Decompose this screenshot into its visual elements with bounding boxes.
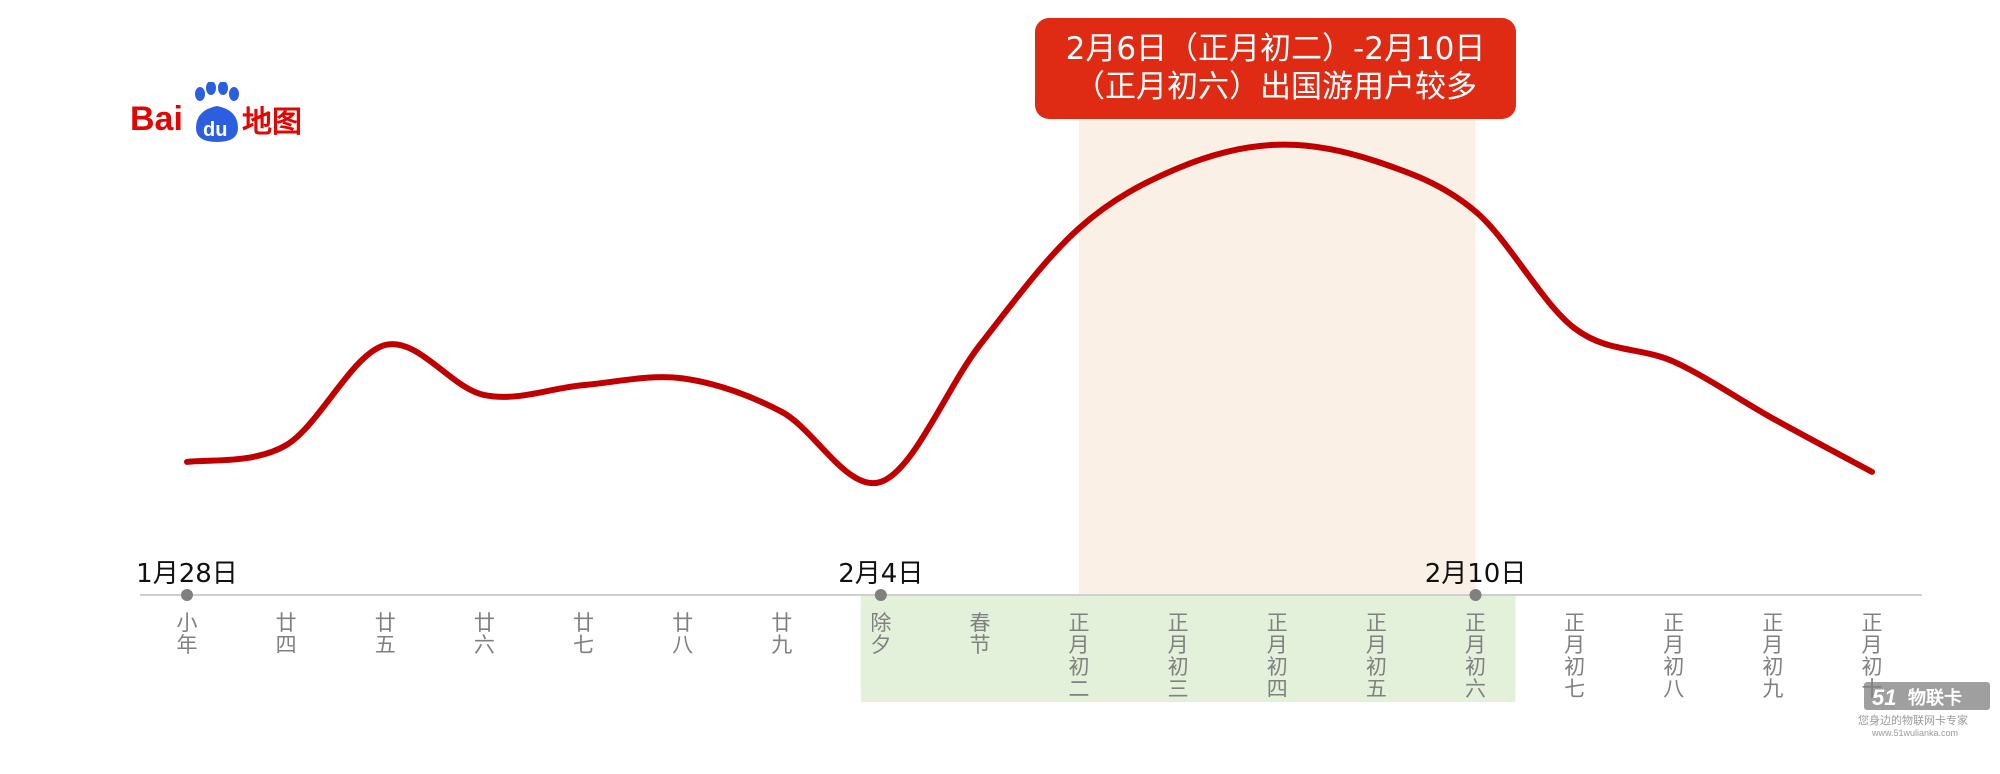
callout-line-2: （正月初六）出国游用户较多 [1074,69,1477,105]
date-marker-label: 1月28日 [136,559,238,589]
watermark-badge: 51 [1872,685,1896,710]
x-tick-label: 正月初六 [1465,611,1486,701]
x-tick-label: 正月初四 [1267,611,1288,701]
x-tick-label: 廿七 [573,611,594,657]
highlight-callout: 2月6日（正月初二）-2月10日 （正月初六）出国游用户较多 [1035,18,1516,119]
watermark: 51 物联卡 您身边的物联网卡专家 www.51wulianka.com [1858,678,2000,738]
logo-brand: Bai [130,100,183,138]
watermark-url: www.51wulianka.com [1871,728,1958,738]
x-tick-label: 廿六 [474,611,495,657]
baidu-map-logo: Bai du 地图 [130,81,330,148]
x-tick-label: 正月初七 [1564,611,1585,701]
logo-suffix: 地图 [242,105,302,140]
watermark-name: 物联卡 [1908,687,1962,709]
x-tick-label: 廿四 [276,611,297,657]
x-tick-label: 小年 [177,611,198,657]
x-tick-label: 廿五 [375,611,396,657]
date-marker-dot [181,589,193,601]
series-line [184,141,1875,487]
x-tick-label: 正月初八 [1663,611,1684,701]
x-tick-labels: 小年 廿四 廿五 廿六 廿七 廿八 廿九 除夕 春节 正月初二 正月初三 正月初四 正月初五 正月初六 正月… [177,611,1883,701]
x-tick-label: 春节 [969,611,990,657]
x-tick-label: 廿八 [672,611,693,657]
paw-icon [195,81,239,142]
x-tick-label: 正月初三 [1168,611,1189,701]
highlight-band [1079,120,1476,595]
watermark-slogan: 您身边的物联网卡专家 [1858,713,1968,727]
logo-badge: du [203,119,227,141]
x-tick-label: 除夕 [870,611,891,657]
x-tick-label: 正月初九 [1762,611,1783,701]
date-marker-label: 2月10日 [1425,559,1527,589]
date-marker-dot [874,589,887,601]
date-marker-label: 2月4日 [838,559,923,589]
date-markers: 1月28日 2月4日 2月10日 [136,559,1526,601]
x-tick-label: 正月初五 [1366,611,1387,701]
chart-bands [860,120,1516,702]
date-marker-dot [1469,589,1482,601]
x-tick-label: 廿九 [771,611,792,657]
callout-line-1: 2月6日（正月初二）-2月10日 [1065,31,1486,67]
holiday-band [860,595,1516,702]
x-tick-label: 正月初二 [1069,611,1090,701]
